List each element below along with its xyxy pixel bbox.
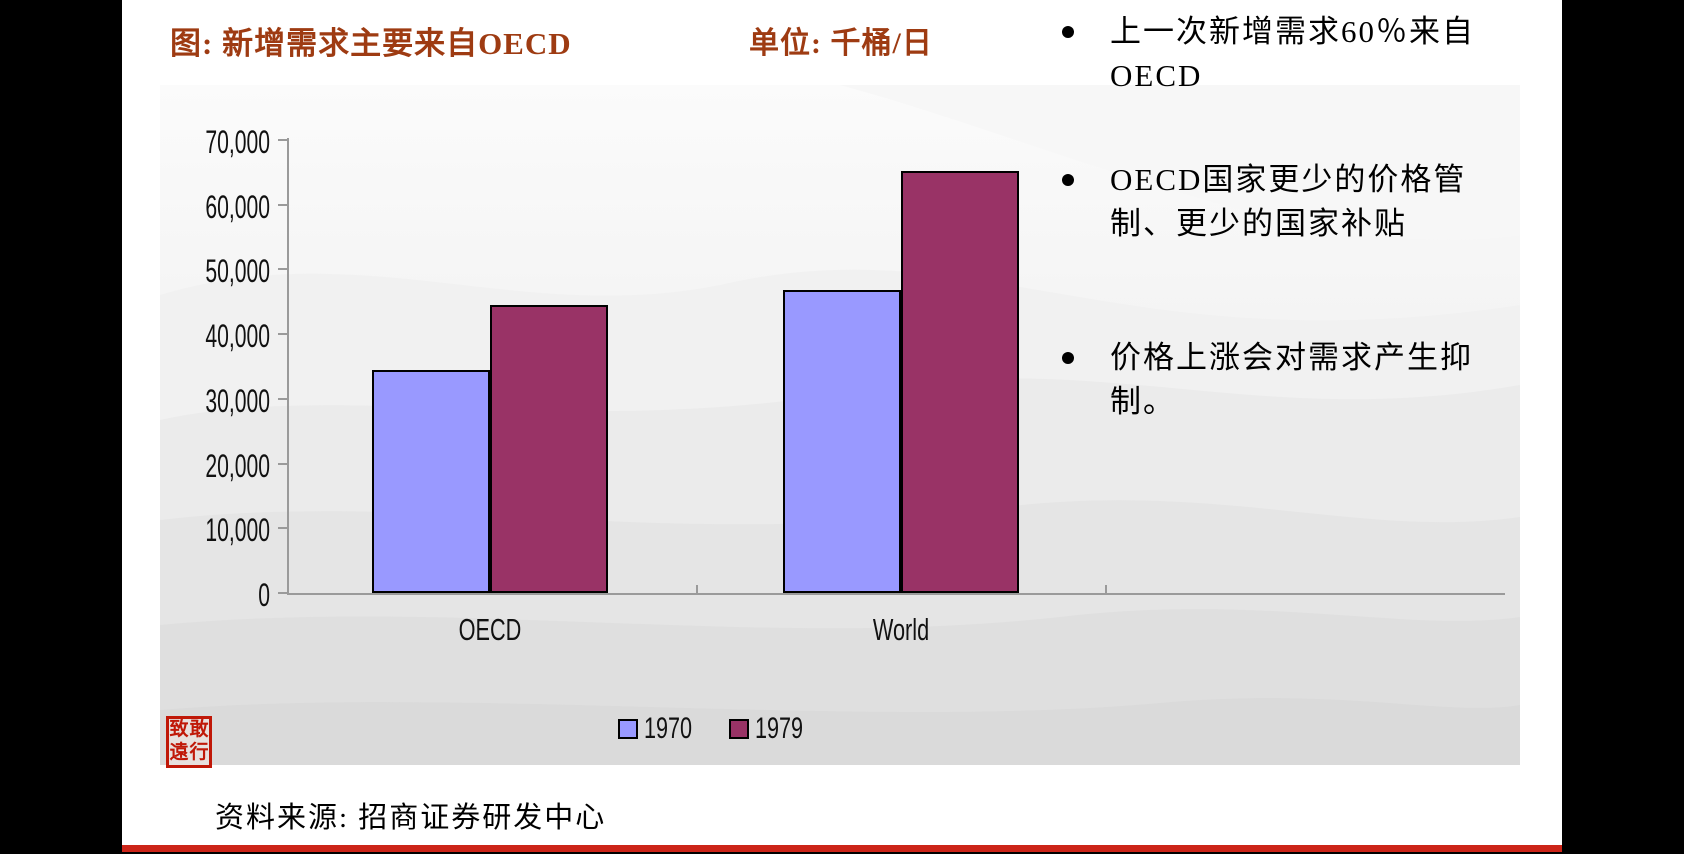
bullet-text: OECD国家更少的价格管制、更少的国家补贴 bbox=[1110, 162, 1467, 241]
legend-label: 1979 bbox=[754, 712, 803, 745]
y-axis-line bbox=[287, 138, 289, 595]
y-axis-tick-label: 0 bbox=[258, 577, 270, 613]
bullet-text: 上一次新增需求60％来自OECD bbox=[1110, 14, 1475, 93]
y-axis-tick bbox=[278, 139, 288, 141]
bullet-text: 价格上涨会对需求产生抑制。 bbox=[1110, 340, 1473, 419]
y-axis-tick bbox=[278, 527, 288, 530]
bullet-dot-icon bbox=[1062, 174, 1074, 186]
seal-char: 致 bbox=[169, 719, 189, 740]
category-tick bbox=[1105, 585, 1107, 594]
seal-char: 行 bbox=[189, 742, 209, 763]
category-tick bbox=[696, 585, 698, 594]
bullet-dot-icon bbox=[1062, 26, 1074, 38]
y-axis-tick bbox=[278, 268, 288, 271]
y-axis-tick-label: 40,000 bbox=[205, 318, 270, 355]
y-axis-tick-label: 60,000 bbox=[205, 188, 270, 225]
bullet-dot-icon bbox=[1062, 352, 1074, 364]
legend-swatch-1970 bbox=[618, 719, 638, 739]
unit-label: 单位: 千桶/日 bbox=[749, 27, 933, 60]
bar-world-1979 bbox=[901, 171, 1019, 593]
data-source-note: 资料来源: 招商证券研发中心 bbox=[215, 802, 607, 834]
company-seal-stamp: 致 敢 遠 行 bbox=[166, 716, 212, 768]
y-axis-tick bbox=[278, 333, 288, 336]
y-axis-tick-label: 50,000 bbox=[205, 253, 270, 290]
bottom-accent-line bbox=[122, 845, 1562, 852]
legend-swatch-1979 bbox=[728, 719, 749, 739]
x-axis-category-label: OECD bbox=[458, 612, 522, 647]
bullet-item: 上一次新增需求60％来自OECD bbox=[1060, 10, 1510, 98]
y-axis-tick bbox=[278, 203, 288, 206]
seal-char: 敢 bbox=[189, 719, 209, 740]
chart-title: 图: 新增需求主要来自OECD bbox=[170, 26, 572, 61]
y-axis-tick-label: 70,000 bbox=[205, 124, 270, 160]
bar-oecd-1979 bbox=[490, 305, 608, 593]
y-axis-tick bbox=[278, 592, 288, 594]
presentation-slide: 图: 新增需求主要来自OECD 单位: 千桶/日 0 10,000 20,000 30… bbox=[122, 0, 1562, 845]
bar-world-1970 bbox=[783, 290, 901, 593]
y-axis-tick-label: 30,000 bbox=[205, 382, 270, 419]
bar-oecd-1970 bbox=[372, 369, 490, 593]
bullet-item: 价格上涨会对需求产生抑制。 bbox=[1060, 336, 1510, 424]
seal-char: 遠 bbox=[169, 742, 189, 763]
y-axis-tick-label: 10,000 bbox=[205, 512, 270, 549]
y-axis-tick bbox=[278, 462, 288, 465]
x-axis-line bbox=[287, 593, 1505, 595]
chart-legend: 1970 1979 bbox=[618, 712, 840, 746]
y-axis-tick bbox=[278, 397, 288, 400]
bullet-item: OECD国家更少的价格管制、更少的国家补贴 bbox=[1060, 158, 1510, 246]
y-axis-tick-label: 20,000 bbox=[205, 447, 270, 484]
legend-label: 1970 bbox=[644, 712, 693, 745]
x-axis-category-label: World bbox=[872, 612, 930, 647]
